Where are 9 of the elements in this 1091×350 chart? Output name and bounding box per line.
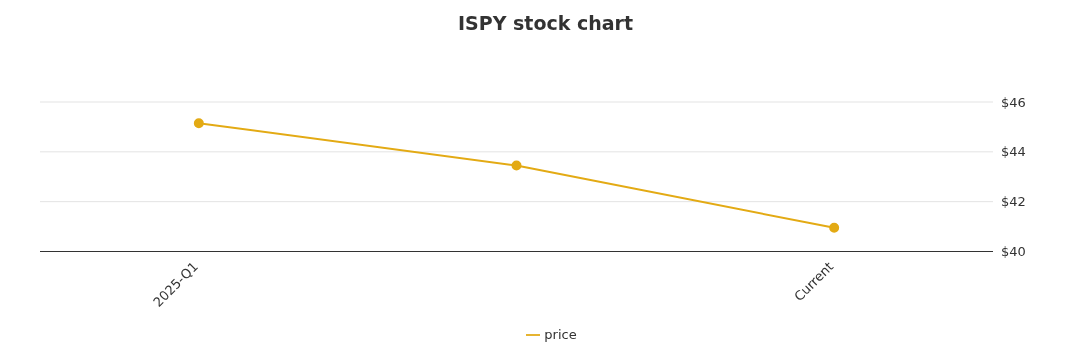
y-tick-label: $42: [1001, 194, 1026, 210]
y-tick-label: $44: [1001, 144, 1026, 160]
point: [193, 118, 204, 129]
chart-title: ISPY stock chart: [456, 11, 635, 36]
y-tick-label: $40: [1001, 244, 1026, 260]
legend-label: price: [544, 326, 577, 342]
y-tick-label: $46: [1001, 94, 1026, 110]
point: [511, 160, 522, 171]
point: [829, 222, 840, 233]
